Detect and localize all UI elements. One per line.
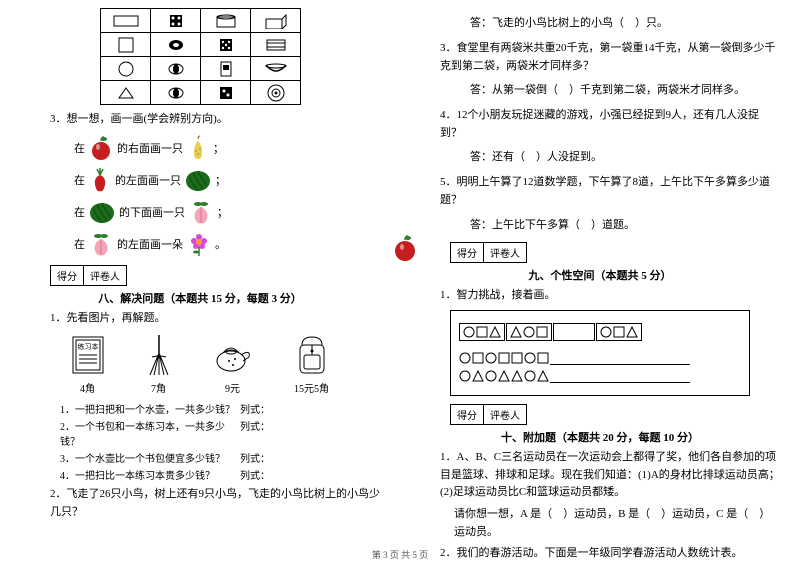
- sub-q-1: 1．一把扫把和一个水壶，一共多少钱？列式：: [60, 401, 380, 416]
- ans-5: 答：上午比下午多算（ ）道题。: [470, 216, 780, 232]
- text: 的左面画一只: [115, 172, 181, 188]
- score-label: 得分: [50, 265, 83, 286]
- sub-q-3: 3．一个水壶比一个书包便宜多少钱？列式：: [60, 450, 380, 465]
- text: 。: [215, 236, 226, 252]
- score-label: 得分: [450, 242, 483, 263]
- page-footer: 第 3 页 共 5 页: [0, 548, 800, 561]
- pattern-row-2: [459, 351, 741, 365]
- q3-direction: 3．想一想，画一画(学会辨别方向)。: [50, 111, 380, 129]
- q10-1b: 请你想一想，A 是（ ）运动员，B 是（ ）运动员，C 是（ ）运动员。: [454, 506, 780, 541]
- text: 的左面画一朵: [117, 236, 183, 252]
- price: 9元: [211, 380, 255, 395]
- ans-3: 答：从第一袋倒（ ）千克到第二袋，两袋米才同样多。: [470, 81, 780, 97]
- text: 列式：: [240, 418, 270, 448]
- text: 在: [74, 140, 85, 156]
- score-box-10: 得分 评卷人: [450, 404, 780, 425]
- q-r4: 4．12个小朋友玩捉迷藏的游戏，小强已经捉到9人，还有几人没捉到？: [440, 107, 780, 142]
- q9-1: 1．智力挑战，接着画。: [440, 287, 780, 305]
- apple-icon: [392, 234, 418, 262]
- kettle-item: 9元: [211, 337, 255, 395]
- text: 2．一个书包和一本练习本，一共多少钱？: [60, 418, 240, 448]
- text: 在: [74, 204, 85, 220]
- flower-icon: [187, 231, 211, 257]
- text: 列式：: [240, 450, 270, 465]
- pattern-sequence-box: [450, 310, 750, 396]
- section-10-title: 十、附加题（本题共 20 分，每题 10 分）: [420, 429, 780, 445]
- price: 7角: [144, 380, 174, 395]
- sub-q-4: 4．一把扫比一本练习本贵多少钱？列式：: [60, 467, 380, 482]
- text: 的右面画一只: [117, 140, 183, 156]
- text: ；: [217, 204, 228, 220]
- svg-text:练习本: 练习本: [77, 342, 98, 351]
- pattern-row-1: [459, 323, 741, 341]
- backpack-item: 15元5角: [292, 333, 332, 395]
- peach-icon: [189, 199, 213, 225]
- section-9-title: 九、个性空间（本题共 5 分）: [420, 267, 780, 283]
- text: ；: [213, 140, 224, 156]
- sub-q-2: 2．一个书包和一本练习本，一共多少钱？列式：: [60, 418, 380, 448]
- grader-label: 评卷人: [483, 404, 527, 425]
- watermelon-icon: [185, 168, 211, 192]
- shop-items: 练习本 4角 7角 9元 15元5角: [50, 333, 350, 395]
- fruit-row-3: 在 的下面画一只 ；: [70, 199, 380, 225]
- fruit-row-2: 在 的左面画一只 ；: [70, 167, 380, 193]
- q8-2: 2．飞走了26只小鸟，树上还有9只小鸟，飞走的小鸟比树上的小鸟少几只？: [50, 486, 380, 521]
- score-box-8: 得分 评卷人: [50, 265, 380, 286]
- q8-1: 1．先看图片，再解题。: [50, 310, 380, 328]
- q-r3: 3．食堂里有两袋米共重20千克，第一袋重14千克，从第一袋倒多少千克到第二袋，两…: [440, 40, 780, 75]
- text: 列式：: [240, 467, 270, 482]
- broom-item: 7角: [144, 333, 174, 395]
- grader-label: 评卷人: [83, 265, 127, 286]
- text: 列式：: [240, 401, 270, 416]
- q10-1: 1．A、B、C三名运动员在一次运动会上都得了奖，他们各自参加的项目是篮球、排球和…: [440, 449, 780, 502]
- text: 的下面画一只: [119, 204, 185, 220]
- price: 15元5角: [292, 380, 332, 395]
- watermelon-icon: [89, 200, 115, 224]
- radish-icon: [89, 167, 111, 193]
- text: 3．一个水壶比一个书包便宜多少钱？: [60, 450, 240, 465]
- section-8-title: 八、解决问题（本题共 15 分，每题 3 分）: [20, 290, 380, 306]
- score-label: 得分: [450, 404, 483, 425]
- notebook-item: 练习本 4角: [69, 333, 107, 395]
- peach-icon: [89, 231, 113, 257]
- text: 在: [74, 236, 85, 252]
- text: 1．一把扫把和一个水壶，一共多少钱？: [60, 401, 240, 416]
- score-box-9: 得分 评卷人: [450, 242, 780, 263]
- fruit-row-4: 在 的左面画一朵 。: [70, 231, 380, 257]
- grader-label: 评卷人: [483, 242, 527, 263]
- text: 4．一把扫比一本练习本贵多少钱？: [60, 467, 240, 482]
- price: 4角: [69, 380, 107, 395]
- apple-icon: [89, 135, 113, 161]
- ans-2: 答：飞走的小鸟比树上的小鸟（ ）只。: [470, 14, 780, 30]
- text: 在: [74, 172, 85, 188]
- pattern-row-3: [459, 369, 741, 383]
- ans-4: 答：还有（ ）人没捉到。: [470, 148, 780, 164]
- text: ；: [215, 172, 226, 188]
- q-r5: 5．明明上午算了12道数学题，下午算了8道，上午比下午多算多少道题？: [440, 174, 780, 209]
- pear-icon: [187, 135, 209, 161]
- fruit-row-1: 在 的右面画一只 ；: [70, 135, 380, 161]
- shape-grid-table: [100, 8, 301, 105]
